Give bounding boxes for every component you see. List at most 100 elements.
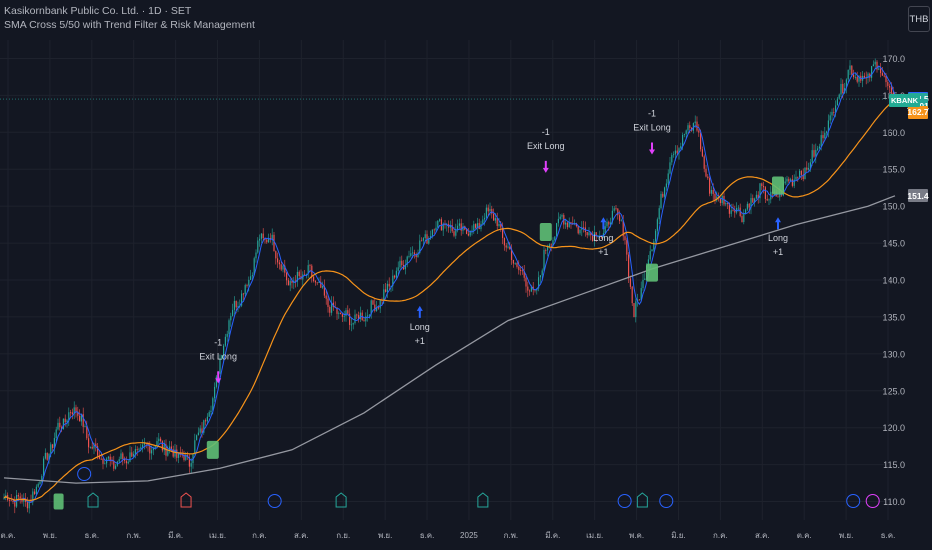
candle-body: [104, 463, 106, 465]
candle-body: [556, 223, 558, 237]
entry-marker: [772, 176, 784, 195]
candle-body: [871, 66, 873, 78]
candle-body: [455, 230, 457, 236]
candle-body: [608, 221, 610, 225]
candle-body: [655, 230, 657, 242]
earnings-green-icon: [87, 492, 99, 508]
exit-arrow-icon: [649, 142, 655, 155]
sma-slow-line: [3, 99, 896, 502]
x-tick-label: ธ.ค.: [84, 531, 99, 540]
candle-body: [869, 73, 871, 78]
candle-body: [10, 500, 12, 502]
candle-body: [579, 229, 581, 234]
candle-body: [878, 68, 880, 70]
candle-body: [230, 315, 232, 321]
candle-body: [377, 307, 379, 309]
candle-body: [755, 194, 757, 199]
candle-body: [451, 225, 453, 232]
candle-body: [226, 333, 228, 337]
x-tick-label: เม.ย.: [209, 531, 226, 540]
candle-body: [800, 170, 802, 175]
candle-body: [372, 300, 374, 305]
candle-body: [732, 210, 734, 212]
candle-body: [221, 355, 223, 359]
candle-body: [512, 259, 514, 264]
candle-body: [287, 280, 289, 286]
candle-body: [505, 245, 507, 248]
candle-body: [622, 220, 624, 237]
candle-body: [424, 234, 426, 239]
candle-body: [23, 498, 25, 502]
candle-body: [809, 162, 811, 168]
candle-body: [525, 277, 527, 287]
candle-body: [741, 216, 743, 223]
candle-body: [345, 310, 347, 316]
candle-body: [309, 265, 311, 266]
candle-body: [500, 223, 502, 228]
candle-body: [266, 239, 268, 243]
candle-body: [653, 241, 655, 250]
candle-body: [151, 450, 153, 454]
candle-body: [867, 73, 869, 78]
candle-body: [149, 445, 151, 454]
candle-body: [44, 452, 46, 459]
candle-body: [161, 441, 163, 451]
candle-body: [811, 150, 813, 163]
candle-body: [593, 232, 595, 241]
candle-body: [376, 307, 378, 311]
candle-body: [440, 219, 442, 231]
candle-body: [250, 276, 252, 280]
candle-body: [610, 222, 612, 225]
candle-body: [728, 203, 730, 214]
candle-body: [41, 476, 43, 482]
currency-button[interactable]: THB: [908, 6, 930, 32]
candle-body: [39, 481, 41, 484]
candle-body: [624, 236, 626, 241]
candle-body: [649, 251, 651, 260]
candle-body: [494, 218, 496, 221]
candle-body: [82, 414, 84, 427]
candle-body: [365, 316, 367, 322]
candle-body: [80, 414, 82, 422]
candle-body: [37, 483, 39, 487]
candle-body: [802, 174, 804, 180]
candle-body: [122, 453, 124, 460]
candle-body: [548, 244, 550, 247]
candle-body: [386, 283, 388, 292]
candle-body: [529, 290, 531, 292]
candle-body: [822, 135, 824, 139]
candle-body: [489, 209, 491, 212]
candle-body: [406, 256, 408, 265]
earnings-green-icon: [335, 492, 347, 508]
candle-body: [480, 223, 482, 230]
candle-body: [521, 270, 523, 272]
candle-body: [3, 497, 5, 499]
candle-body: [502, 227, 504, 238]
dividend-blue-icon: [617, 494, 632, 508]
x-tick-label: พ.ย.: [378, 531, 392, 540]
candle-body: [327, 298, 329, 307]
candle-body: [219, 358, 221, 374]
candle-body: [678, 148, 680, 154]
candle-body: [120, 453, 122, 460]
candle-body: [196, 435, 198, 441]
candle-body: [340, 312, 342, 315]
candle-body: [849, 65, 851, 70]
x-tick-label: ก.พ.: [504, 531, 519, 540]
candle-body: [460, 223, 462, 231]
long-arrow-icon: [775, 217, 781, 230]
entry-marker: [646, 263, 658, 282]
candle-body: [476, 223, 478, 228]
candle-body: [53, 438, 55, 448]
candle-body: [26, 501, 28, 509]
candle-body: [840, 83, 842, 95]
candle-body: [268, 238, 270, 243]
candle-body: [354, 314, 356, 324]
candle-body: [734, 210, 736, 213]
x-tick-label: ธ.ค.: [420, 531, 435, 540]
strategy-name[interactable]: SMA Cross 5/50 with Trend Filter & Risk …: [4, 19, 255, 31]
long-label: +1: [415, 336, 425, 346]
candle-body: [248, 279, 250, 286]
candle-body: [127, 461, 129, 464]
